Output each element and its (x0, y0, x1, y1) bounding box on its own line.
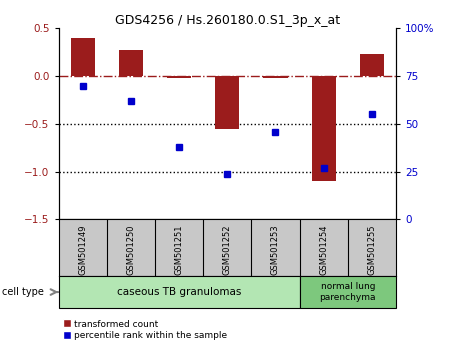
Text: cell type: cell type (2, 287, 44, 297)
Text: caseous TB granulomas: caseous TB granulomas (117, 287, 241, 297)
Text: normal lung
parenchyma: normal lung parenchyma (320, 282, 376, 302)
Text: GSM501251: GSM501251 (175, 224, 184, 274)
Text: GSM501255: GSM501255 (367, 224, 376, 274)
Legend: transformed count, percentile rank within the sample: transformed count, percentile rank withi… (63, 320, 227, 340)
Bar (360, 54, 384, 76)
Bar (263, 76, 288, 78)
Text: GSM501250: GSM501250 (126, 224, 135, 274)
Bar (71, 38, 94, 76)
Bar (167, 76, 191, 78)
Text: GSM501254: GSM501254 (319, 224, 328, 274)
Bar (119, 50, 143, 76)
Bar (300, 276, 396, 308)
Bar (58, 276, 300, 308)
Title: GDS4256 / Hs.260180.0.S1_3p_x_at: GDS4256 / Hs.260180.0.S1_3p_x_at (115, 14, 340, 27)
Bar (311, 76, 336, 181)
Text: GSM501253: GSM501253 (271, 224, 280, 275)
Bar (215, 76, 239, 129)
Text: GSM501252: GSM501252 (223, 224, 232, 274)
Text: GSM501249: GSM501249 (78, 224, 87, 274)
